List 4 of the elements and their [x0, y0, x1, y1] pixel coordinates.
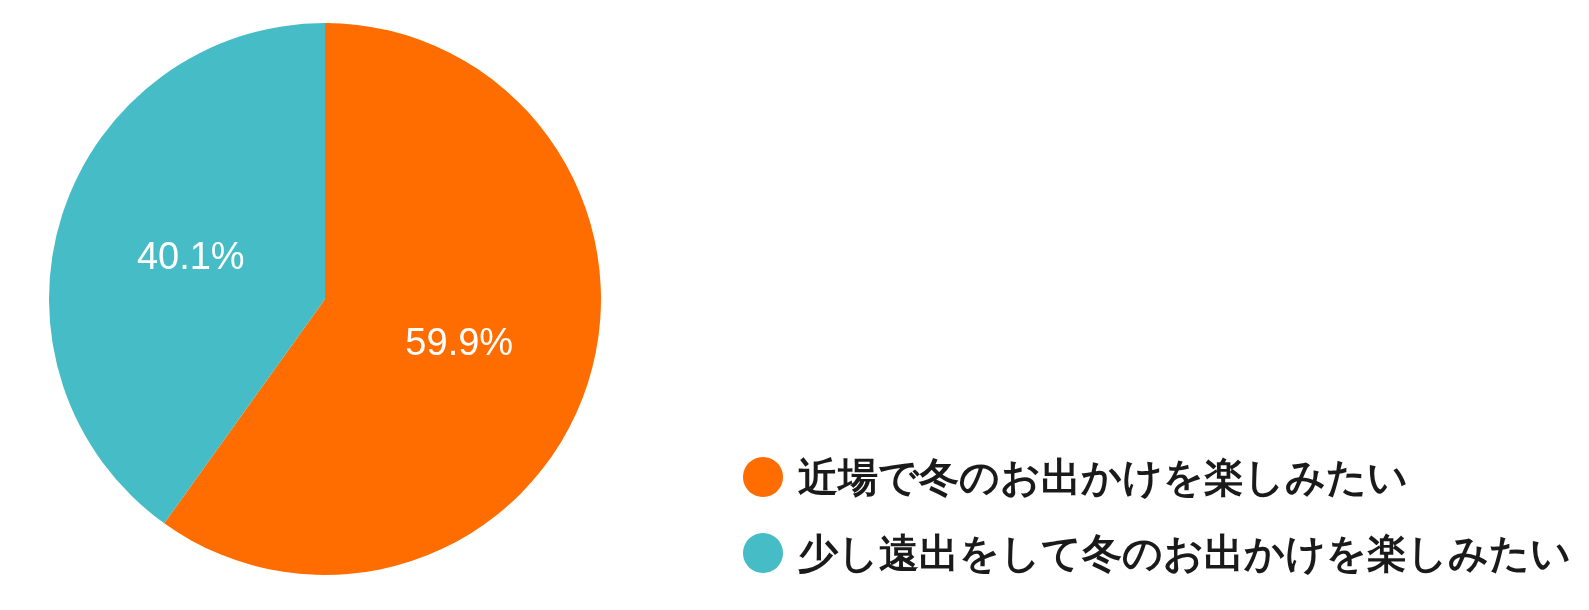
- legend-label: 少し遠出をして冬のお出かけを楽しみたい: [798, 530, 1571, 576]
- data-label: 40.1%: [136, 234, 245, 277]
- data-label: 59.9%: [405, 321, 514, 364]
- legend-label: 近場で冬のお出かけを楽しみたい: [798, 454, 1408, 500]
